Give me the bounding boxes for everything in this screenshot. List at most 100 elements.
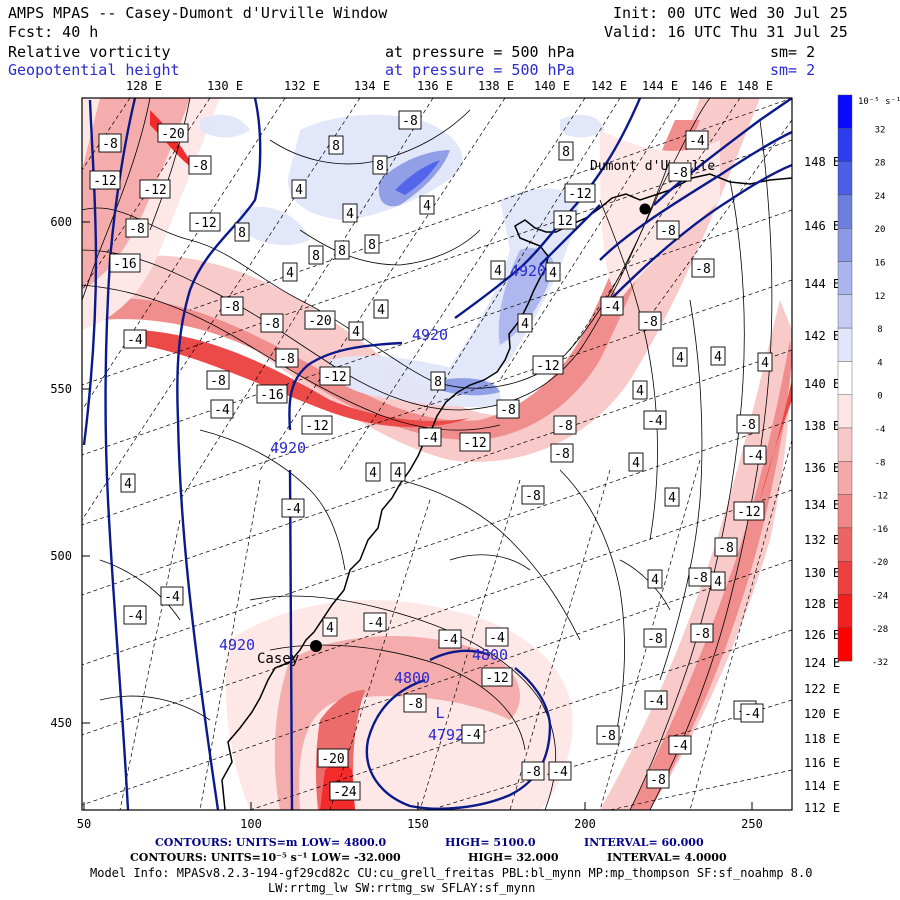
svg-text:128 E: 128 E	[804, 597, 840, 611]
svg-text:-20: -20	[161, 127, 184, 142]
height-label: 4800	[394, 669, 430, 687]
svg-text:4: 4	[714, 575, 722, 590]
init-time: Init: 00 UTC Wed 30 Jul 25	[613, 4, 848, 22]
svg-text:8: 8	[562, 145, 570, 160]
svg-text:4: 4	[668, 491, 676, 506]
svg-text:4: 4	[761, 356, 769, 371]
bottom-axis-labels: 50 100 150 200 250	[77, 817, 763, 831]
svg-text:500: 500	[50, 549, 72, 563]
svg-text:-12: -12	[485, 671, 508, 686]
footer-height-interval: INTERVAL= 60.000	[584, 836, 704, 849]
vorticity-value-label: 4	[647, 569, 663, 589]
svg-text:4: 4	[295, 183, 303, 198]
lon-label-top: 144 E	[642, 79, 678, 93]
forecast-hour: Fcst: 40 h	[8, 23, 99, 41]
vorticity-value-label: 4	[390, 462, 406, 482]
svg-text:4: 4	[423, 199, 431, 214]
svg-text:-8: -8	[102, 137, 118, 152]
svg-text:4: 4	[636, 384, 644, 399]
vorticity-value-label: -8	[496, 399, 520, 419]
vorticity-value-label: -8	[275, 348, 299, 368]
colorbar-label: -4	[875, 425, 886, 435]
svg-text:150: 150	[407, 817, 429, 831]
vorticity-value-label: -16	[256, 384, 288, 404]
map-plot-area: 4920 4920 4920 4920 4800 4800 L 4792 Dum…	[82, 98, 792, 810]
vorticity-value-label: -12	[459, 432, 491, 452]
vorticity-value-label: -8	[596, 725, 620, 745]
footer-vorticity-high: HIGH= 32.000	[468, 851, 559, 864]
vorticity-value-label: -12	[532, 355, 564, 375]
vorticity-value-label: 8	[328, 135, 344, 155]
svg-text:4: 4	[651, 573, 659, 588]
svg-text:-12: -12	[193, 216, 216, 231]
colorbar-swatch	[837, 327, 853, 362]
top-longitude-labels: 128 E 130 E 132 E 134 E 136 E 138 E 140 …	[126, 79, 773, 93]
svg-text:-8: -8	[264, 317, 280, 332]
svg-text:-12: -12	[536, 359, 559, 374]
svg-text:-8: -8	[525, 765, 541, 780]
svg-text:-8: -8	[129, 222, 145, 237]
vorticity-value-label: -24	[329, 781, 361, 801]
svg-text:4: 4	[549, 266, 557, 281]
svg-text:50: 50	[77, 817, 91, 831]
vorticity-value-label: 4	[120, 473, 136, 493]
svg-text:-8: -8	[557, 419, 573, 434]
height-labels: 4920 4920 4920 4920 4800 4800 L 4792	[219, 262, 546, 744]
vorticity-value-label: -8	[398, 110, 422, 130]
vorticity-value-label: 4	[373, 299, 389, 319]
vorticity-value-label: -12	[564, 183, 596, 203]
vorticity-value-label: 4	[348, 321, 364, 341]
svg-text:-12: -12	[463, 436, 486, 451]
vorticity-value-label: -8	[691, 258, 715, 278]
svg-text:250: 250	[741, 817, 763, 831]
svg-text:-8: -8	[224, 300, 240, 315]
field2-name: Geopotential height	[8, 61, 180, 79]
model-info-line2: LW:rrtmg_lw SW:rrtmg_sw SFLAY:sf_mynn	[268, 881, 536, 895]
colorbar-label: -8	[875, 458, 886, 468]
vorticity-value-label: -12	[189, 212, 221, 232]
svg-text:4: 4	[632, 456, 640, 471]
colorbar: 32 28 24 20 16 12 8 4 0 -4 -8 -12 -16 -20 -24 -28 -32	[837, 94, 888, 668]
lon-label-top: 140 E	[534, 79, 570, 93]
colorbar-label: -32	[872, 658, 888, 668]
plot-frame	[81, 97, 793, 811]
lon-label-top: 132 E	[284, 79, 320, 93]
svg-text:-8: -8	[692, 571, 708, 586]
vorticity-value-label: -16	[109, 253, 141, 273]
svg-text:140 E: 140 E	[804, 377, 840, 391]
svg-text:144 E: 144 E	[804, 277, 840, 291]
colorbar-swatch	[837, 227, 853, 262]
svg-text:-12: -12	[93, 174, 116, 189]
height-label: 4920	[510, 262, 546, 280]
svg-text:-8: -8	[672, 166, 688, 181]
height-label: 4920	[270, 439, 306, 457]
chart-title: AMPS MPAS -- Casey-Dumont d'Urville Wind…	[8, 4, 388, 22]
svg-text:4: 4	[124, 477, 132, 492]
vorticity-value-label: -4	[363, 612, 387, 632]
svg-text:4: 4	[521, 317, 529, 332]
svg-text:-12: -12	[568, 187, 591, 202]
vorticity-value-label: 4	[632, 380, 648, 400]
svg-text:-4: -4	[747, 449, 763, 464]
svg-text:4: 4	[377, 303, 385, 318]
svg-text:8: 8	[434, 375, 442, 390]
vorticity-value-label: -4	[123, 329, 147, 349]
svg-text:-16: -16	[260, 388, 283, 403]
vorticity-value-label: -4	[743, 445, 767, 465]
svg-text:132 E: 132 E	[804, 533, 840, 547]
vorticity-value-label: -12	[139, 179, 171, 199]
vorticity-value-label: -12	[481, 667, 513, 687]
colorbar-label: 28	[875, 159, 886, 169]
vorticity-value-label: -4	[643, 410, 667, 430]
colorbar-swatch	[837, 627, 853, 662]
vorticity-value-label: -4	[418, 427, 442, 447]
svg-text:-12: -12	[305, 419, 328, 434]
svg-text:-4: -4	[422, 431, 438, 446]
vorticity-value-label: -4	[485, 627, 509, 647]
lon-label-top: 130 E	[207, 79, 243, 93]
vorticity-value-label: -12	[733, 501, 765, 521]
footer-vorticity-interval: INTERVAL= 4.0000	[607, 851, 727, 864]
lon-label-top: 138 E	[478, 79, 514, 93]
vorticity-value-label: -8	[260, 313, 284, 333]
vorticity-value-label: -8	[550, 443, 574, 463]
